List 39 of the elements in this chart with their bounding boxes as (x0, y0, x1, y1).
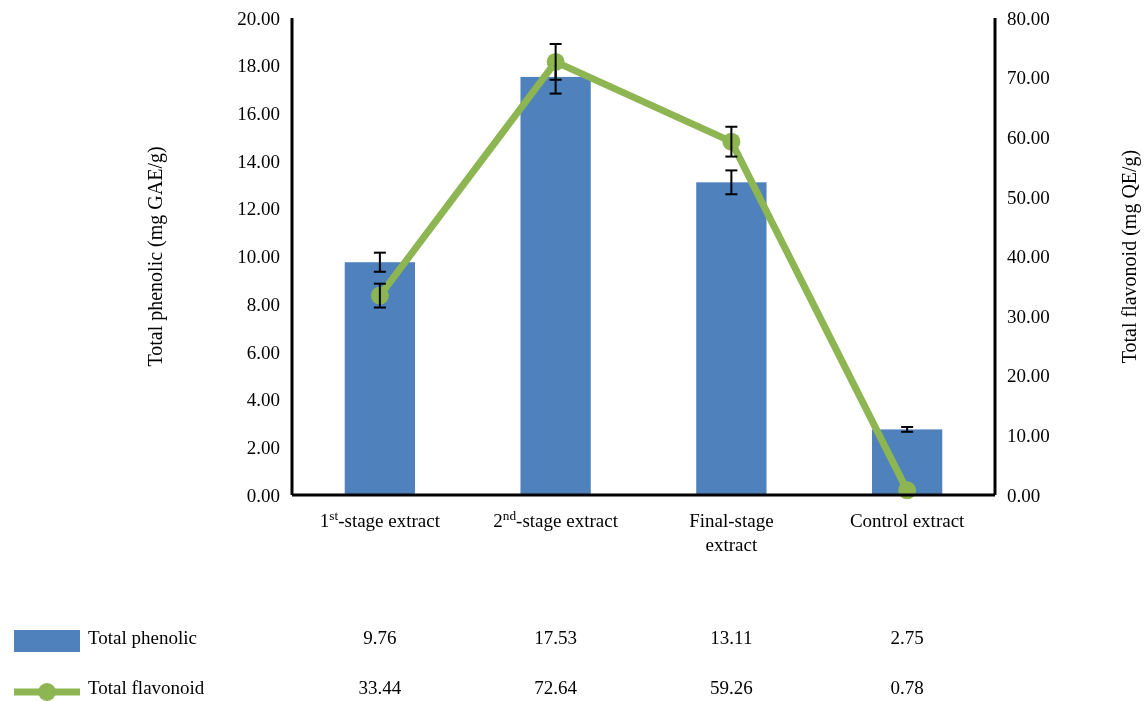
y-tick-label: 4.00 (246, 389, 280, 411)
y-tick-label: 8.00 (246, 293, 280, 315)
y-tick-label: 18.00 (237, 55, 280, 77)
y-axis-title: Total phenolic (mg GAE/g) (144, 146, 167, 367)
y-tick-label: 10.00 (237, 246, 280, 268)
y2-tick-label: 20.00 (1007, 365, 1050, 387)
y-tick-label: 12.00 (237, 198, 280, 220)
bar (696, 182, 767, 495)
y2-tick-label: 80.00 (1007, 7, 1050, 29)
data-label: 33.44 (358, 677, 402, 698)
x-tick-label: Control extract (849, 510, 966, 531)
y2-axis-title: Total flavonoid (mg QE/g) (1118, 149, 1141, 364)
x-tick-label: Final-stage extract (689, 510, 774, 555)
y2-tick-label: 50.00 (1007, 186, 1050, 208)
legend-label: Total phenolic (88, 627, 197, 648)
y2-tick-label: 40.00 (1007, 246, 1050, 268)
data-label: 59.26 (710, 677, 753, 698)
bar (344, 262, 416, 495)
x-tick-label: 2$^{nd}$-stage extract (493, 507, 619, 531)
legend-label: Total flavonoid (88, 677, 205, 698)
data-label: 72.64 (534, 677, 578, 698)
data-label: 17.53 (534, 627, 577, 648)
y-tick-label: 6.00 (246, 341, 280, 363)
y-tick-label: 16.00 (237, 103, 280, 125)
y2-tick-label: 30.00 (1007, 305, 1050, 327)
y-tick-label: 2.00 (246, 436, 280, 458)
data-label: 9.76 (363, 627, 397, 648)
data-label: 2.75 (890, 627, 924, 648)
y2-tick-label: 10.00 (1007, 425, 1050, 447)
y-tick-label: 14.00 (237, 150, 280, 172)
y2-tick-label: 60.00 (1007, 126, 1050, 148)
data-label: 13.11 (710, 627, 753, 648)
bar (520, 76, 591, 495)
data-label: 0.78 (890, 677, 924, 698)
y-tick-label: 0.00 (246, 484, 280, 506)
y2-tick-label: 70.00 (1007, 67, 1050, 89)
y2-tick-label: 0.00 (1007, 484, 1041, 506)
x-tick-label: 1$^{st}$-stage extract (319, 507, 441, 531)
y-tick-label: 20.00 (237, 7, 280, 29)
